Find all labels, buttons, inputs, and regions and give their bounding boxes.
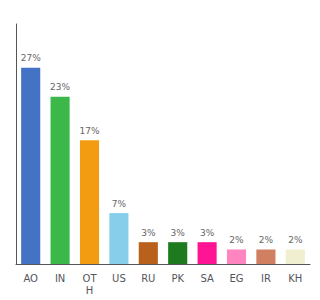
- svg-text:AO: AO: [23, 273, 38, 284]
- svg-text:17%: 17%: [79, 126, 99, 136]
- svg-text:3%: 3%: [200, 228, 215, 238]
- svg-text:PK: PK: [171, 273, 184, 284]
- svg-text:US: US: [112, 273, 126, 284]
- svg-text:IR: IR: [261, 273, 271, 284]
- svg-text:2%: 2%: [288, 235, 303, 245]
- svg-text:3%: 3%: [141, 228, 156, 238]
- svg-text:27%: 27%: [21, 53, 41, 63]
- svg-text:2%: 2%: [229, 235, 244, 245]
- svg-text:3%: 3%: [171, 228, 186, 238]
- svg-text:KH: KH: [288, 273, 302, 284]
- svg-text:H: H: [86, 285, 94, 296]
- svg-text:2%: 2%: [259, 235, 274, 245]
- svg-text:IN: IN: [55, 273, 65, 284]
- svg-text:7%: 7%: [112, 199, 127, 209]
- svg-text:SA: SA: [200, 273, 214, 284]
- svg-text:23%: 23%: [50, 82, 70, 92]
- svg-text:RU: RU: [141, 273, 155, 284]
- svg-text:EG: EG: [229, 273, 243, 284]
- svg-text:OT: OT: [83, 273, 98, 284]
